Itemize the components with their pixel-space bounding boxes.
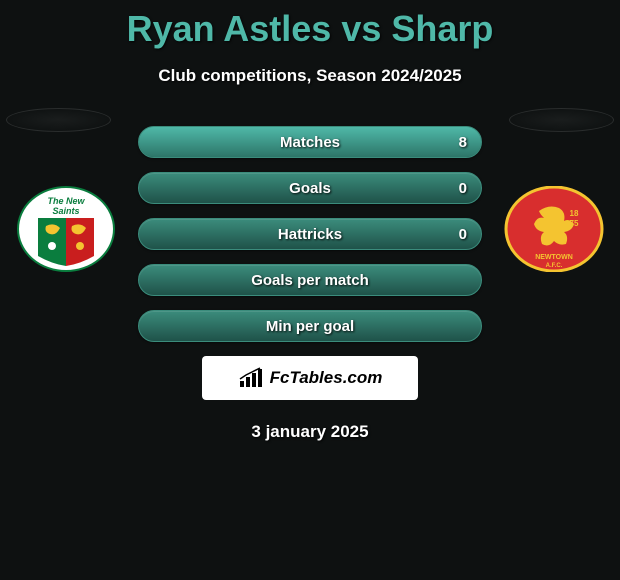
footer-date: 3 january 2025 [0,422,620,442]
stat-bars-container: Matches 8 Goals 0 Hattricks 0 Goals per match M… [138,126,482,342]
svg-text:Saints: Saints [52,206,79,216]
right-player-ellipse [509,108,614,132]
stat-label: Min per goal [266,318,354,335]
svg-text:18: 18 [570,209,579,218]
stat-bar: Goals 0 [138,172,482,204]
stats-area: The New Saints 18 75 NEWTOWN A.F.C. Matc… [0,126,620,342]
stat-value-right: 0 [459,180,467,197]
brand-content: FcTables.com [238,367,383,389]
season-subtitle: Club competitions, Season 2024/2025 [0,66,620,86]
stat-bar: Min per goal [138,310,482,342]
svg-text:75: 75 [570,219,579,228]
svg-text:A.F.C.: A.F.C. [546,263,563,269]
svg-text:The New: The New [47,196,85,206]
brand-box[interactable]: FcTables.com [202,356,418,400]
tns-logo-icon: The New Saints [16,186,116,272]
stat-bar: Hattricks 0 [138,218,482,250]
stat-label: Goals per match [251,272,369,289]
stat-value-right: 0 [459,226,467,243]
stats-chart-icon [238,367,264,389]
brand-text: FcTables.com [270,368,383,388]
stat-label: Matches [280,134,340,151]
stat-bar: Matches 8 [138,126,482,158]
left-club-logo: The New Saints [16,186,116,272]
newtown-logo-icon: 18 75 NEWTOWN A.F.C. [504,186,604,272]
stat-bar: Goals per match [138,264,482,296]
stat-value-right: 8 [459,134,467,151]
comparison-title: Ryan Astles vs Sharp [0,0,620,50]
stat-label: Goals [289,180,331,197]
svg-text:NEWTOWN: NEWTOWN [535,254,573,261]
stat-label: Hattricks [278,226,342,243]
right-club-logo: 18 75 NEWTOWN A.F.C. [504,186,604,272]
left-player-ellipse [6,108,111,132]
